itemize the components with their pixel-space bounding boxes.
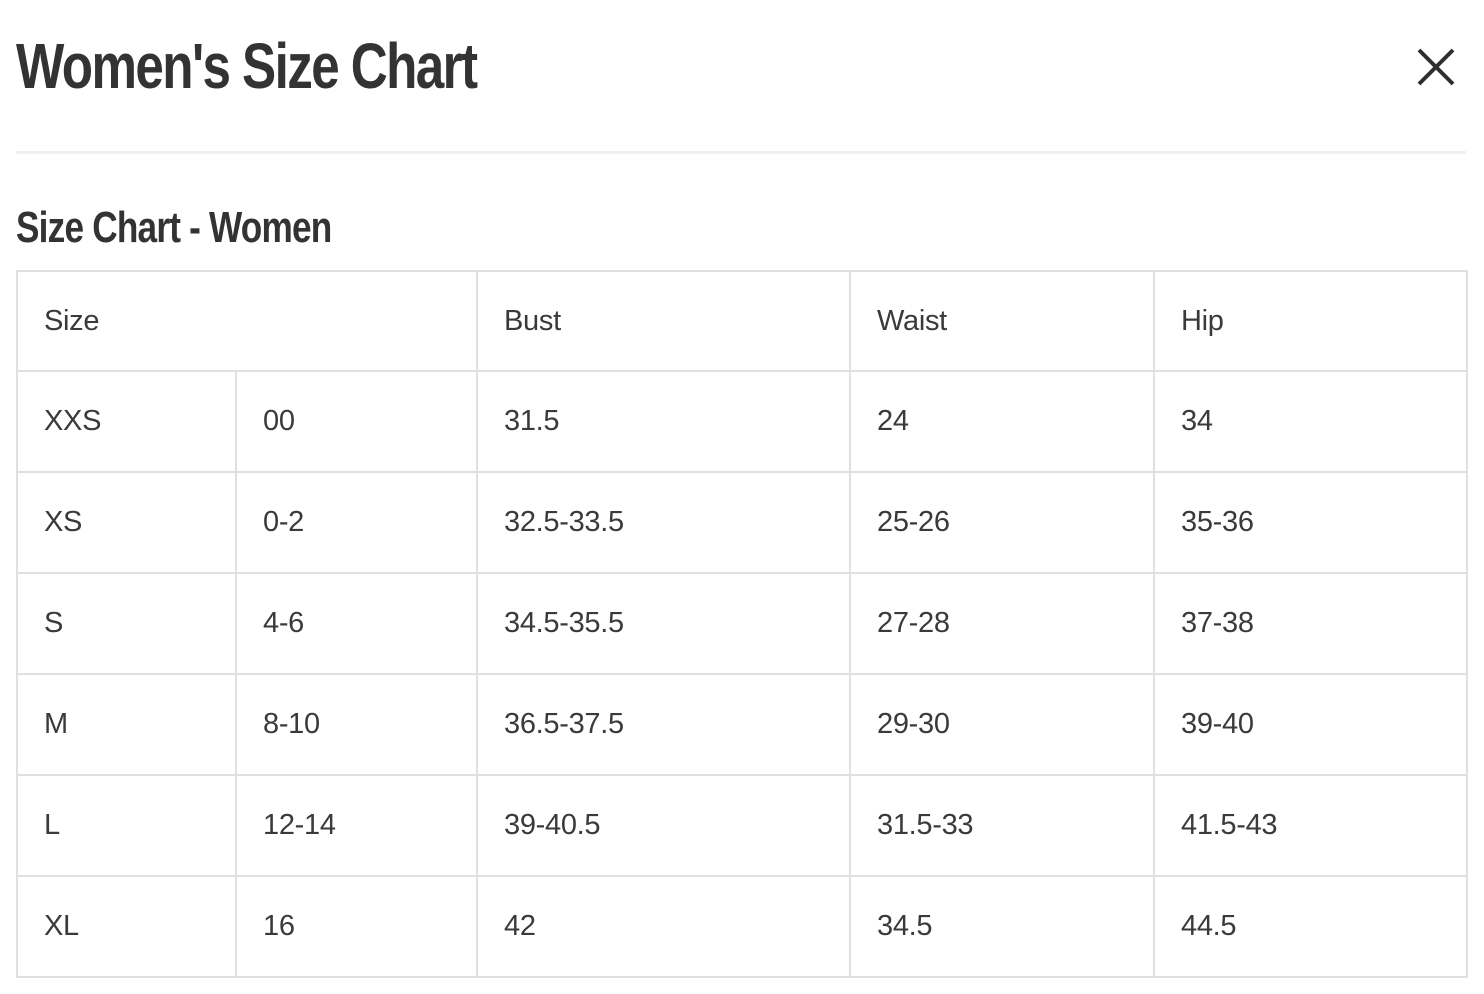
table-row: S 4-6 34.5-35.5 27-28 37-38 [16,572,1468,675]
cell-size-label: S [16,572,237,675]
column-header-bust: Bust [476,270,851,372]
cell-numeric-size: 16 [235,875,478,978]
page-title: Women's Size Chart [16,30,478,102]
cell-numeric-size: 00 [235,370,478,473]
modal-header: Women's Size Chart [0,0,1484,98]
table-row: XS 0-2 32.5-33.5 25-26 35-36 [16,471,1468,574]
size-chart-table-head: Size Bust Waist Hip [16,270,1468,372]
cell-numeric-size: 12-14 [235,774,478,877]
cell-size-label: M [16,673,237,776]
close-button[interactable] [1414,45,1458,89]
size-chart-table: Size Bust Waist Hip XXS 00 31.5 24 34 XS… [16,270,1468,978]
cell-bust: 42 [476,875,851,978]
section-heading: Size Chart - Women [16,203,332,252]
table-row: XXS 00 31.5 24 34 [16,370,1468,473]
cell-waist: 31.5-33 [849,774,1155,877]
table-row: M 8-10 36.5-37.5 29-30 39-40 [16,673,1468,776]
cell-waist: 29-30 [849,673,1155,776]
cell-bust: 39-40.5 [476,774,851,877]
cell-hip: 34 [1153,370,1468,473]
cell-size-label: XL [16,875,237,978]
cell-hip: 44.5 [1153,875,1468,978]
cell-bust: 31.5 [476,370,851,473]
cell-size-label: XXS [16,370,237,473]
cell-size-label: XS [16,471,237,574]
cell-numeric-size: 8-10 [235,673,478,776]
header-divider [16,151,1466,154]
column-header-waist: Waist [849,270,1155,372]
cell-waist: 34.5 [849,875,1155,978]
cell-bust: 32.5-33.5 [476,471,851,574]
cell-waist: 27-28 [849,572,1155,675]
table-row: XL 16 42 34.5 44.5 [16,875,1468,978]
table-header-row: Size Bust Waist Hip [16,270,1468,372]
close-icon [1417,48,1455,86]
size-chart-table-body: XXS 00 31.5 24 34 XS 0-2 32.5-33.5 25-26… [16,370,1468,978]
cell-size-label: L [16,774,237,877]
cell-hip: 39-40 [1153,673,1468,776]
cell-numeric-size: 4-6 [235,572,478,675]
column-header-hip: Hip [1153,270,1468,372]
cell-waist: 25-26 [849,471,1155,574]
cell-hip: 41.5-43 [1153,774,1468,877]
table-row: L 12-14 39-40.5 31.5-33 41.5-43 [16,774,1468,877]
cell-hip: 35-36 [1153,471,1468,574]
cell-hip: 37-38 [1153,572,1468,675]
cell-numeric-size: 0-2 [235,471,478,574]
cell-bust: 36.5-37.5 [476,673,851,776]
column-header-size: Size [16,270,478,372]
cell-bust: 34.5-35.5 [476,572,851,675]
cell-waist: 24 [849,370,1155,473]
